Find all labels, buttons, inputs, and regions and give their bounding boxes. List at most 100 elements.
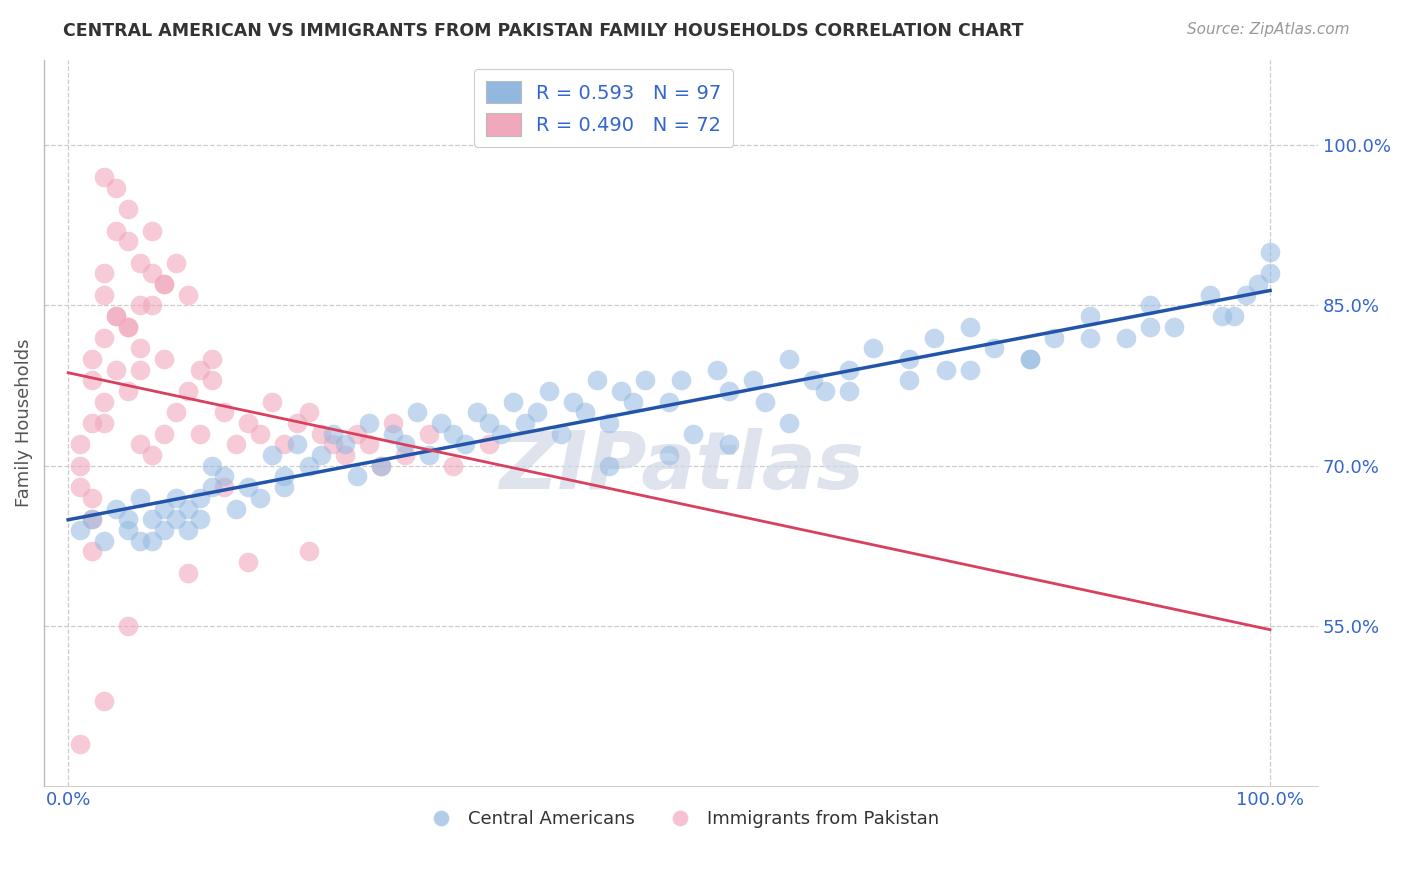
Point [537, 384, 560, 398]
Point [82, 416, 104, 430]
Point [669, 373, 692, 387]
Point [141, 266, 163, 280]
Point [273, 469, 295, 483]
Point [141, 224, 163, 238]
Point [190, 491, 212, 505]
Point [93, 416, 115, 430]
Point [129, 298, 152, 312]
Point [297, 458, 319, 473]
Text: ZIPatlas: ZIPatlas [499, 427, 863, 506]
Point [177, 501, 200, 516]
Point [117, 384, 139, 398]
Point [682, 426, 704, 441]
Point [1139, 319, 1161, 334]
Point [201, 458, 224, 473]
Point [333, 448, 356, 462]
Point [935, 362, 957, 376]
Point [129, 437, 152, 451]
Point [1139, 298, 1161, 312]
Point [862, 341, 884, 355]
Point [478, 416, 501, 430]
Point [814, 384, 837, 398]
Point [309, 448, 332, 462]
Point [249, 426, 271, 441]
Point [1078, 309, 1101, 323]
Point [214, 405, 236, 419]
Point [201, 480, 224, 494]
Point [309, 426, 332, 441]
Point [346, 469, 368, 483]
Point [177, 523, 200, 537]
Legend: Central Americans, Immigrants from Pakistan: Central Americans, Immigrants from Pakis… [416, 803, 946, 836]
Point [69, 480, 91, 494]
Point [82, 351, 104, 366]
Point [370, 458, 392, 473]
Point [190, 512, 212, 526]
Point [82, 373, 104, 387]
Point [105, 224, 128, 238]
Point [513, 416, 536, 430]
Point [201, 351, 224, 366]
Point [1115, 330, 1137, 344]
Point [357, 416, 380, 430]
Point [838, 362, 860, 376]
Point [610, 384, 633, 398]
Point [1078, 330, 1101, 344]
Point [1223, 309, 1246, 323]
Point [165, 256, 187, 270]
Point [418, 426, 440, 441]
Point [69, 737, 91, 751]
Point [574, 405, 596, 419]
Point [526, 405, 548, 419]
Point [117, 512, 139, 526]
Point [959, 319, 981, 334]
Point [117, 319, 139, 334]
Point [1163, 319, 1185, 334]
Point [454, 437, 477, 451]
Point [93, 533, 115, 548]
Point [333, 437, 356, 451]
Point [441, 458, 464, 473]
Point [129, 491, 152, 505]
Point [838, 384, 860, 398]
Point [778, 351, 800, 366]
Point [1258, 245, 1281, 260]
Point [105, 181, 128, 195]
Point [165, 491, 187, 505]
Point [153, 426, 176, 441]
Point [93, 394, 115, 409]
Point [93, 170, 115, 185]
Point [898, 351, 921, 366]
Point [225, 437, 247, 451]
Point [285, 437, 308, 451]
Point [322, 437, 344, 451]
Point [177, 566, 200, 580]
Point [1247, 277, 1270, 291]
Point [778, 416, 800, 430]
Point [598, 416, 620, 430]
Point [117, 319, 139, 334]
Point [489, 426, 512, 441]
Point [93, 694, 115, 708]
Point [93, 287, 115, 301]
Point [381, 426, 404, 441]
Point [658, 394, 681, 409]
Point [718, 437, 741, 451]
Point [117, 619, 139, 633]
Point [190, 362, 212, 376]
Point [129, 362, 152, 376]
Point [82, 544, 104, 558]
Point [273, 480, 295, 494]
Point [214, 480, 236, 494]
Point [706, 362, 728, 376]
Point [983, 341, 1005, 355]
Point [165, 405, 187, 419]
Point [141, 533, 163, 548]
Point [357, 437, 380, 451]
Point [742, 373, 765, 387]
Point [634, 373, 657, 387]
Point [322, 426, 344, 441]
Point [621, 394, 644, 409]
Point [105, 309, 128, 323]
Point [441, 426, 464, 441]
